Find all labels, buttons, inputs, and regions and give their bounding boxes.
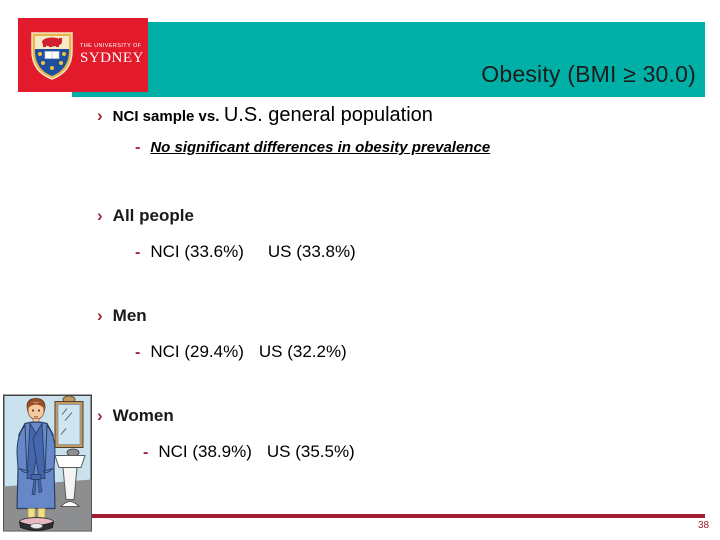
university-wordmark-top: THE UNIVERSITY OF [80, 42, 142, 49]
nci-stat: NCI (38.9%) [158, 442, 252, 461]
bullet-marker-icon: › [97, 306, 103, 325]
dash-marker-icon: - [143, 444, 149, 461]
header-banner: Obesity (BMI ≥ 30.0) [72, 22, 705, 97]
dash-marker-icon: - [135, 344, 141, 361]
page-number: 38 [698, 520, 710, 531]
bullet-marker-icon: › [97, 406, 103, 425]
subbullet-men-stats: - NCI (29.4%) US (32.2%) [135, 342, 347, 362]
subbullet-text: No significant differences in obesity pr… [150, 139, 491, 156]
bullet-men: › Men [97, 306, 147, 326]
bullet-label: Men [112, 306, 147, 325]
bullet-nci-vs-us: › NCI sample vs. U.S. general population [97, 104, 433, 127]
dash-marker-icon: - [135, 244, 141, 261]
university-wordmark: THE UNIVERSITY OF SYDNEY [80, 42, 144, 67]
man-on-scale-illustration [3, 394, 92, 532]
stats-text: NCI (29.4%) US (32.2%) [150, 342, 346, 362]
us-stat: US (32.2%) [258, 342, 347, 361]
bullet-lead-text: NCI sample vs. [112, 108, 220, 125]
bullet-label: All people [112, 206, 194, 225]
nci-stat: NCI (29.4%) [150, 342, 244, 361]
nci-stat: NCI (33.6%) [150, 242, 244, 261]
subbullet-women-stats: - NCI (38.9%) US (35.5%) [143, 442, 355, 462]
university-wordmark-name: SYDNEY [80, 50, 144, 67]
university-logo: THE UNIVERSITY OF SYDNEY [18, 18, 148, 92]
slide-title: Obesity (BMI ≥ 30.0) [481, 61, 696, 87]
us-stat: US (35.5%) [266, 442, 355, 461]
bullet-all-people: › All people [97, 206, 194, 226]
bullet-marker-icon: › [97, 206, 103, 225]
footer-divider [92, 514, 705, 518]
dash-marker-icon: - [135, 139, 141, 156]
subbullet-no-difference: - No significant differences in obesity … [135, 139, 490, 156]
us-stat: US (33.8%) [267, 242, 356, 261]
university-crest-icon [31, 32, 73, 80]
bullet-marker-icon: › [97, 106, 103, 125]
bullet-text: NCI sample vs. U.S. general population [113, 104, 433, 127]
bullet-label: Women [112, 406, 174, 425]
subbullet-all-people-stats: - NCI (33.6%) US (33.8%) [135, 242, 356, 262]
bullet-main-text: U.S. general population [223, 104, 433, 126]
stats-text: NCI (33.6%) US (33.8%) [150, 242, 355, 262]
bullet-women: › Women [97, 406, 174, 426]
stats-text: NCI (38.9%) US (35.5%) [158, 442, 354, 462]
